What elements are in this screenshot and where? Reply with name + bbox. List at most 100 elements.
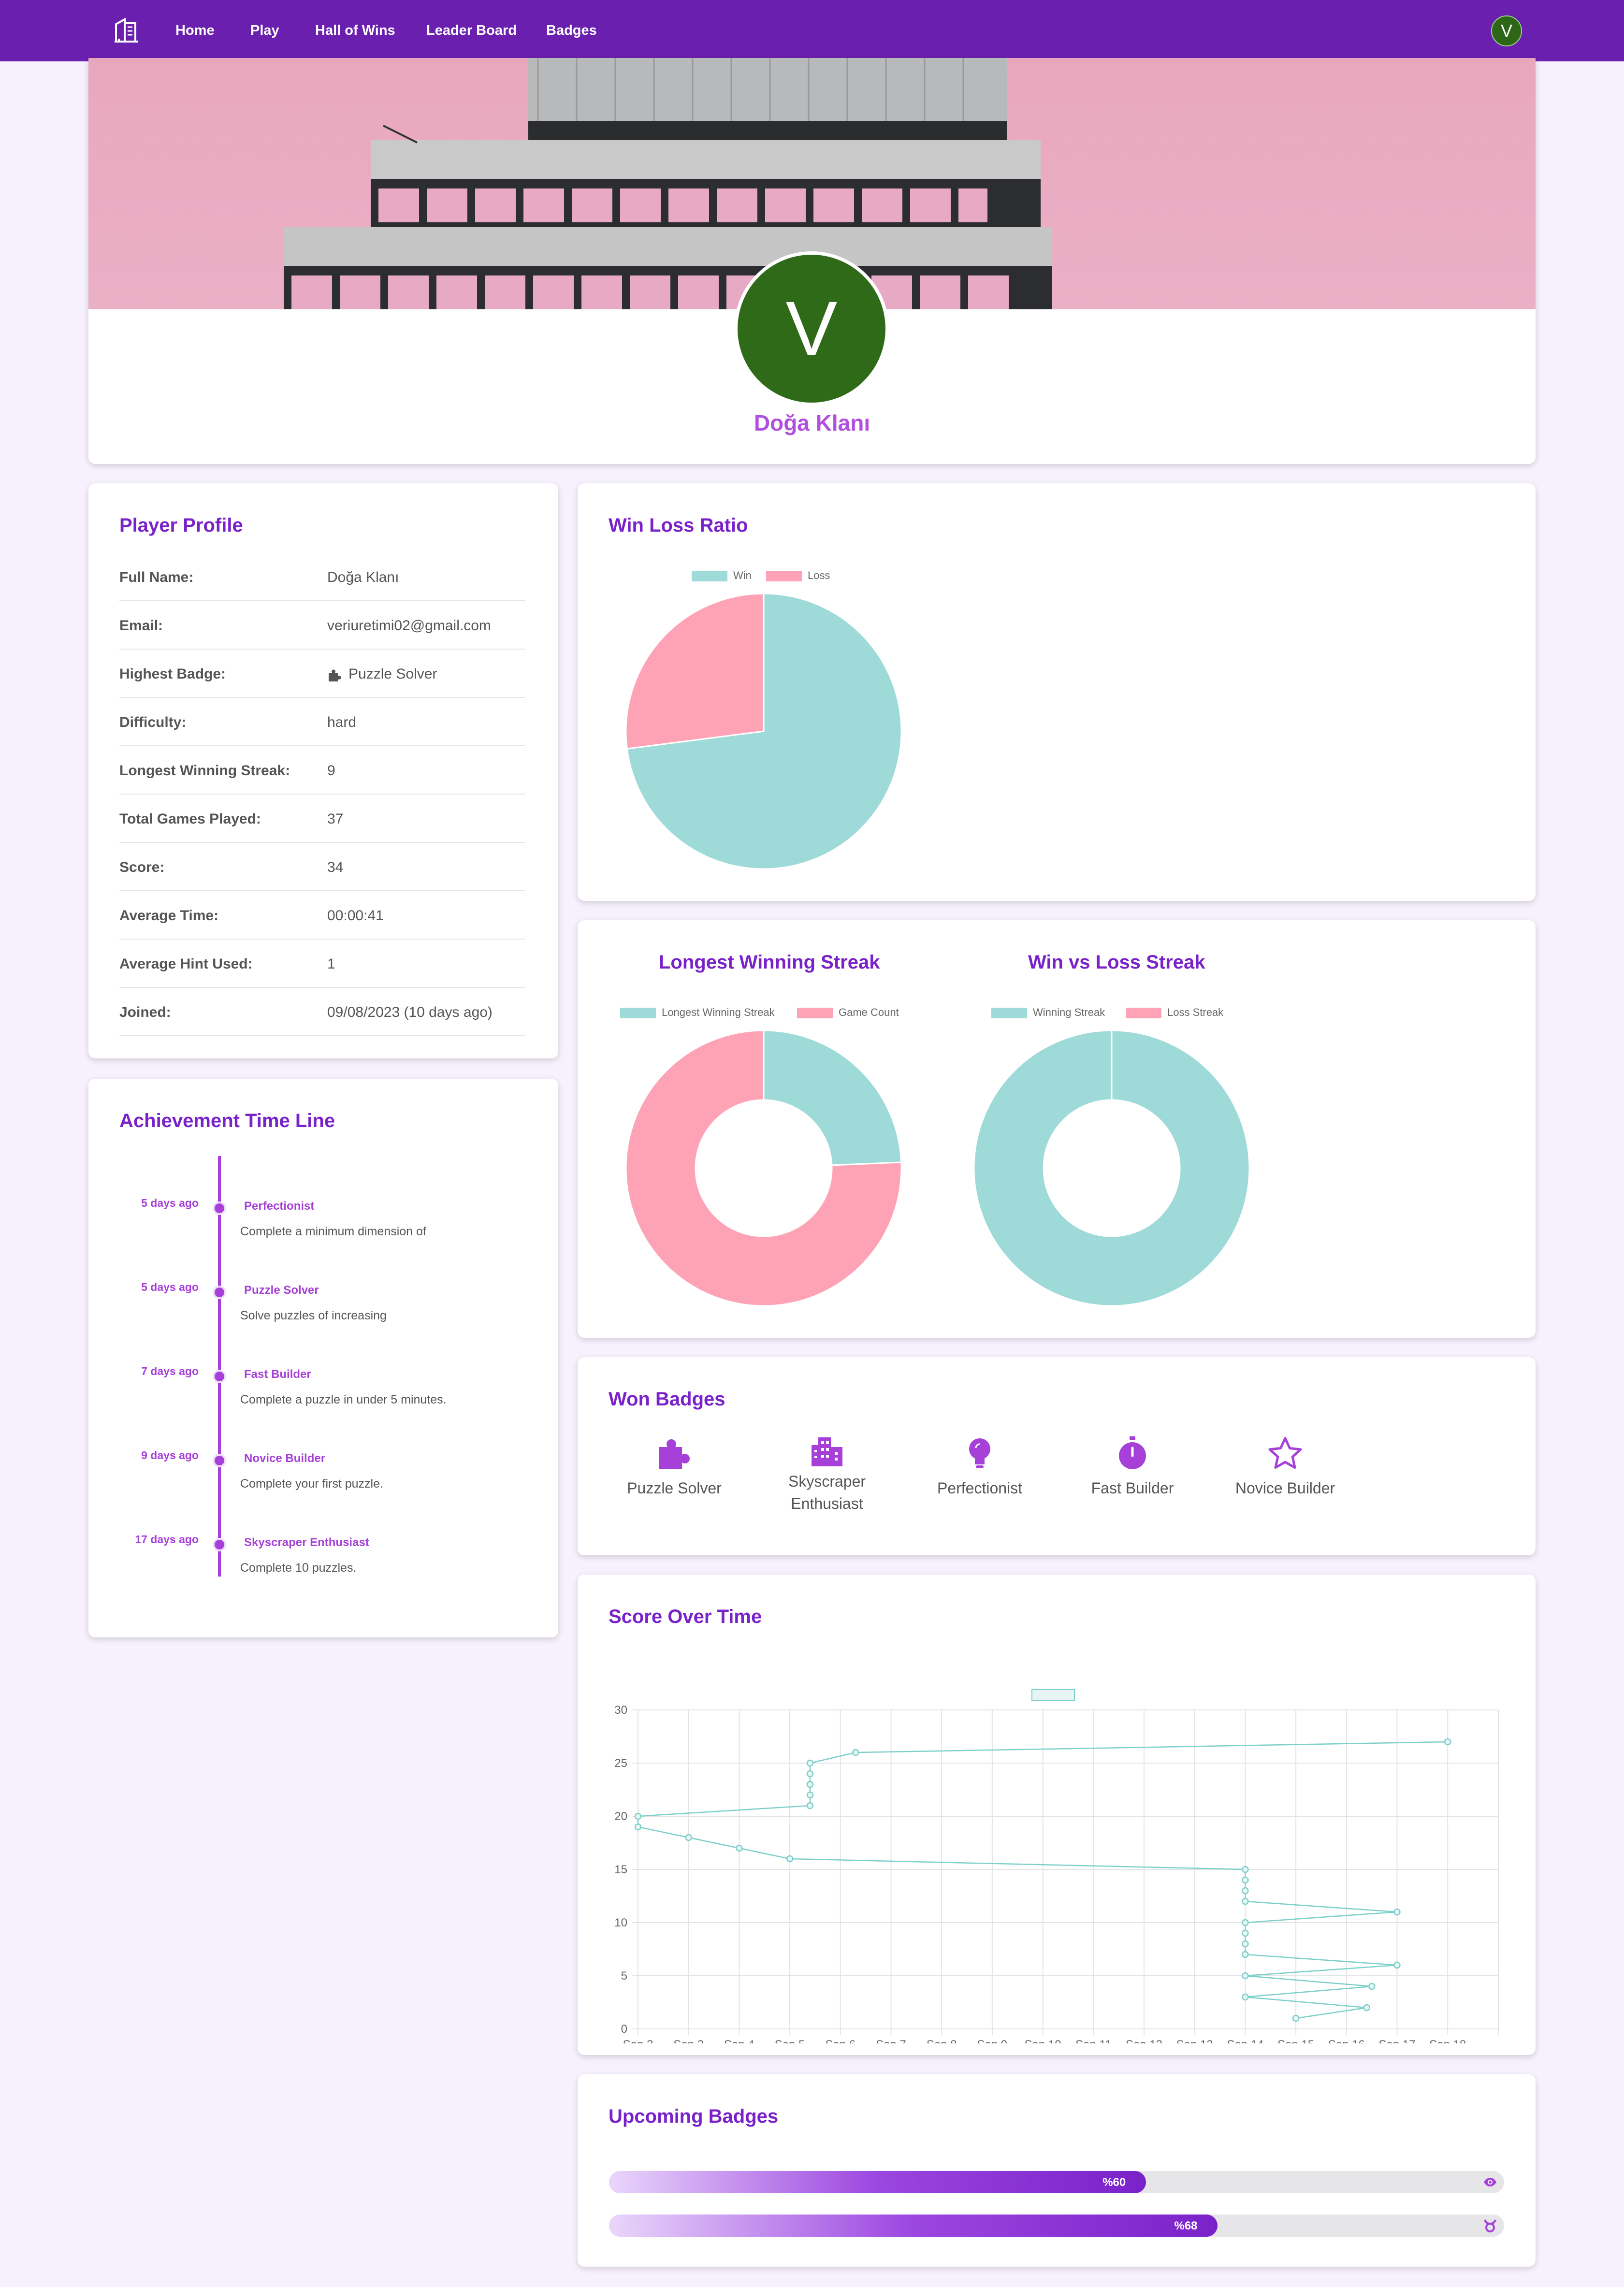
win-loss-title: Win Loss Ratio	[609, 515, 748, 536]
legend-label: Win	[733, 569, 752, 581]
score-point[interactable]	[736, 1844, 743, 1852]
profile-row-longest-streak: Longest Winning Streak: 9	[119, 746, 525, 795]
badge-puzzle-solver[interactable]: Puzzle Solver	[602, 1434, 747, 1499]
legend-label: Longest Winning Streak	[662, 1006, 775, 1018]
win-vs-loss-doughnut	[973, 1029, 1250, 1307]
upcoming-badges-card: Upcoming Badges	[578, 2074, 1536, 2267]
stopwatch-icon	[213, 1370, 226, 1383]
nav-play[interactable]: Play	[250, 23, 279, 38]
profile-key: Average Hint Used:	[119, 956, 253, 972]
timeline-when: 5 days ago	[141, 1197, 199, 1209]
legend-winning-streak[interactable]: Winning Streak	[991, 1006, 1105, 1019]
upcoming-badge-progress-1[interactable]: %60	[609, 2171, 1504, 2193]
score-point[interactable]	[1242, 1876, 1249, 1884]
win-vs-loss-title: Win vs Loss Streak	[1028, 952, 1205, 973]
profile-value: Puzzle Solver	[348, 666, 437, 682]
score-point[interactable]	[806, 1759, 814, 1767]
nav-badges[interactable]: Badges	[546, 23, 597, 38]
legend-longest-streak[interactable]: Longest Winning Streak	[620, 1006, 775, 1019]
user-avatar[interactable]: V	[1491, 15, 1522, 46]
legend-loss-streak[interactable]: Loss Streak	[1126, 1006, 1223, 1019]
x-tick-label: Sep 4	[724, 2038, 754, 2043]
win-loss-card: Win Loss Ratio Win Loss	[578, 483, 1536, 901]
score-point[interactable]	[806, 1791, 814, 1799]
score-point[interactable]	[1242, 1951, 1249, 1958]
x-tick-label: Sep 12	[1126, 2038, 1162, 2043]
badge-label: Puzzle Solver	[627, 1479, 722, 1497]
profile-row-total-games: Total Games Played: 37	[119, 795, 525, 843]
badge-label: Skyscraper Enthusiast	[788, 1473, 866, 1512]
timeline-when: 5 days ago	[141, 1281, 199, 1293]
x-tick-label: Sep 3	[673, 2038, 704, 2043]
y-tick-label: 0	[621, 2023, 627, 2036]
building-photo	[284, 58, 1052, 309]
upcoming-badge-progress-2[interactable]: %68	[609, 2215, 1504, 2237]
score-point[interactable]	[806, 1770, 814, 1778]
won-badges-card: Won Badges Puzzle Solver Skyscraper Enth…	[578, 1357, 1536, 1555]
timeline-desc: Complete your first puzzle.	[240, 1477, 383, 1491]
score-point[interactable]	[634, 1823, 642, 1831]
player-profile-card: Player Profile Full Name: Doğa Klanı Emai…	[88, 483, 558, 1058]
puzzle-icon	[329, 669, 341, 681]
building-icon[interactable]	[113, 17, 139, 43]
profile-row-score: Score: 34	[119, 843, 525, 891]
score-point[interactable]	[685, 1834, 692, 1841]
score-point[interactable]	[1242, 1929, 1249, 1937]
score-point[interactable]	[1242, 1897, 1249, 1905]
nav-hall-of-wins[interactable]: Hall of Wins	[315, 23, 395, 38]
legend-game-count[interactable]: Game Count	[797, 1006, 899, 1019]
score-point[interactable]	[1393, 1908, 1401, 1916]
profile-value: Doğa Klanı	[327, 569, 399, 585]
progress-fill	[609, 2215, 1218, 2237]
nav-leader-board[interactable]: Leader Board	[426, 23, 517, 38]
score-point[interactable]	[1393, 1961, 1401, 1969]
timeline-when: 7 days ago	[141, 1365, 199, 1377]
legend-label: Loss Streak	[1167, 1006, 1224, 1018]
score-point[interactable]	[806, 1802, 814, 1809]
legend-win[interactable]: Win	[692, 569, 752, 582]
score-point[interactable]	[1242, 1887, 1249, 1895]
score-point[interactable]	[806, 1780, 814, 1788]
x-tick-label: Sep 14	[1227, 2038, 1263, 2043]
upcoming-badges-title: Upcoming Badges	[609, 2106, 779, 2127]
nav-home[interactable]: Home	[175, 23, 215, 38]
timeline-when: 9 days ago	[141, 1449, 199, 1462]
legend-loss[interactable]: Loss	[766, 569, 830, 582]
timeline-desc: Complete a minimum dimension of	[240, 1225, 426, 1238]
lightbulb-icon	[213, 1201, 226, 1215]
x-tick-label: Sep 16	[1328, 2038, 1365, 2043]
x-tick-label: Sep 6	[825, 2038, 856, 2043]
score-point[interactable]	[1363, 2004, 1370, 2012]
star-icon	[1268, 1437, 1302, 1469]
badge-skyscraper-enthusiast[interactable]: Skyscraper Enthusiast	[754, 1434, 899, 1515]
badge-novice-builder[interactable]: Novice Builder	[1213, 1434, 1358, 1499]
score-point[interactable]	[1444, 1738, 1451, 1746]
score-point[interactable]	[1242, 1866, 1249, 1873]
profile-row-highest-badge: Highest Badge: Puzzle Solver	[119, 650, 525, 698]
score-point[interactable]	[852, 1749, 859, 1756]
score-point[interactable]	[1368, 1983, 1376, 1990]
achievement-timeline-card: Achievement Time Line 5 days ago Perfect…	[88, 1079, 558, 1637]
x-tick-label: Sep 7	[876, 2038, 906, 2043]
score-point[interactable]	[1242, 1972, 1249, 1980]
badge-fast-builder[interactable]: Fast Builder	[1060, 1434, 1205, 1499]
score-point[interactable]	[1292, 2014, 1300, 2022]
win-loss-slice-loss[interactable]	[625, 593, 765, 750]
score-point[interactable]	[1242, 1993, 1249, 2001]
score-point[interactable]	[1242, 1940, 1249, 1948]
timeline-title: Skyscraper Enthusiast	[244, 1536, 369, 1549]
score-point[interactable]	[634, 1812, 642, 1820]
chart-legend-swatch[interactable]	[1031, 1689, 1075, 1701]
score-point[interactable]	[1242, 1919, 1249, 1926]
eye-icon	[1484, 2178, 1496, 2186]
timeline-when: 17 days ago	[135, 1533, 199, 1546]
star-icon	[213, 1454, 226, 1467]
player-name: Doğa Klanı	[754, 410, 870, 435]
badge-perfectionist[interactable]: Perfectionist	[907, 1434, 1052, 1499]
player-profile-title: Player Profile	[119, 515, 243, 536]
profile-key: Highest Badge:	[119, 666, 226, 682]
x-tick-label: Sep 2	[623, 2038, 653, 2043]
score-point[interactable]	[786, 1855, 794, 1863]
profile-key: Email:	[119, 618, 163, 634]
y-tick-label: 30	[614, 1704, 627, 1717]
